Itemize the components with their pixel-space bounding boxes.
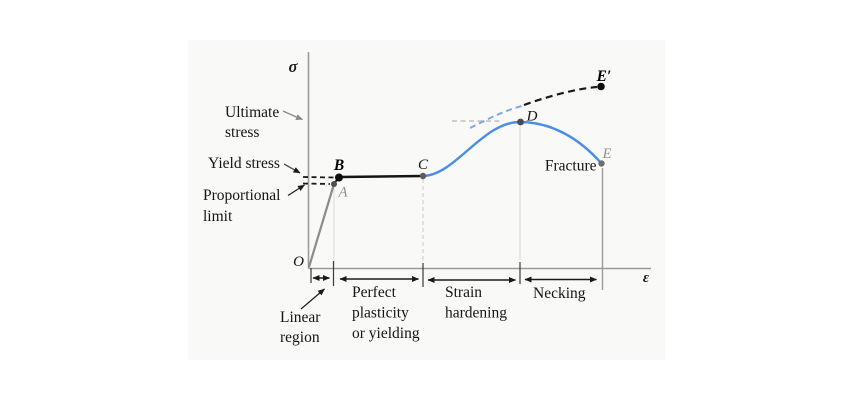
point-e-dot: [598, 160, 605, 167]
point-b-label: B: [333, 157, 344, 174]
point-b-dot: [335, 173, 343, 182]
strain-hardening-label-line2: hardening: [445, 305, 507, 322]
proportional-limit-label-line1: Proportional: [203, 187, 281, 204]
point-d-label: D: [526, 109, 538, 125]
ultimate-stress-label-line2: stress: [225, 124, 259, 141]
true-curve-blue-dashed: [469, 105, 523, 129]
yield-plateau-segment: [338, 174, 424, 179]
region-arrows: [312, 275, 597, 283]
sigma-axis-label: σ: [289, 57, 299, 76]
yield-stress-label: Yield stress: [208, 155, 280, 172]
linear-region-label-line2: region: [280, 329, 320, 346]
epsilon-axis-label: ε: [643, 270, 650, 286]
point-c-label: C: [418, 157, 429, 173]
point-e-label: E: [602, 146, 612, 162]
point-c-dot: [419, 172, 427, 180]
proportional-limit-arrow: [287, 184, 305, 197]
origin-label: O: [293, 254, 304, 270]
axes: [307, 52, 651, 270]
point-e-prime-dot: [597, 82, 605, 91]
reference-lines: [333, 120, 604, 290]
scan-background: [188, 40, 665, 360]
stress-level-dashes: [302, 176, 336, 185]
point-a-label: A: [338, 185, 348, 201]
point-a-dot: [331, 181, 337, 187]
ultimate-stress-label-line1: Ultimate: [225, 104, 279, 121]
ultimate-stress-arrow: [282, 110, 303, 121]
point-d-dot: [517, 118, 524, 126]
curve-points: [331, 82, 605, 187]
yield-stress-dashes: [302, 176, 336, 179]
proportional-limit-dashes: [302, 182, 331, 185]
linear-segment: [307, 183, 336, 268]
yield-stress-arrow: [283, 163, 301, 174]
perfect-plasticity-label-line3: or yielding: [352, 325, 420, 342]
linear-region-arrow: [300, 288, 325, 310]
linear-region-label-line1: Linear: [280, 309, 321, 326]
perfect-plasticity-label-line2: plasticity: [352, 305, 409, 322]
fracture-label: Fracture: [545, 158, 597, 175]
necking-label: Necking: [533, 285, 586, 302]
perfect-plasticity-label-line1: Perfect: [352, 284, 397, 301]
point-e-prime-label: E′: [596, 68, 612, 85]
proportional-limit-label-line2: limit: [203, 208, 233, 225]
true-curve-black-dashed: [523, 85, 598, 107]
strain-hardening-label-line1: Strain: [445, 284, 482, 301]
pointer-arrows: [282, 110, 325, 310]
axis-ticks: [310, 261, 521, 287]
